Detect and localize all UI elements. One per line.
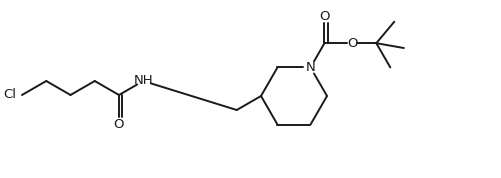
Text: Cl: Cl — [3, 88, 16, 101]
Text: O: O — [319, 10, 329, 23]
Text: NH: NH — [133, 75, 153, 88]
Text: O: O — [114, 117, 124, 130]
Text: O: O — [347, 37, 357, 50]
Text: N: N — [305, 61, 315, 74]
